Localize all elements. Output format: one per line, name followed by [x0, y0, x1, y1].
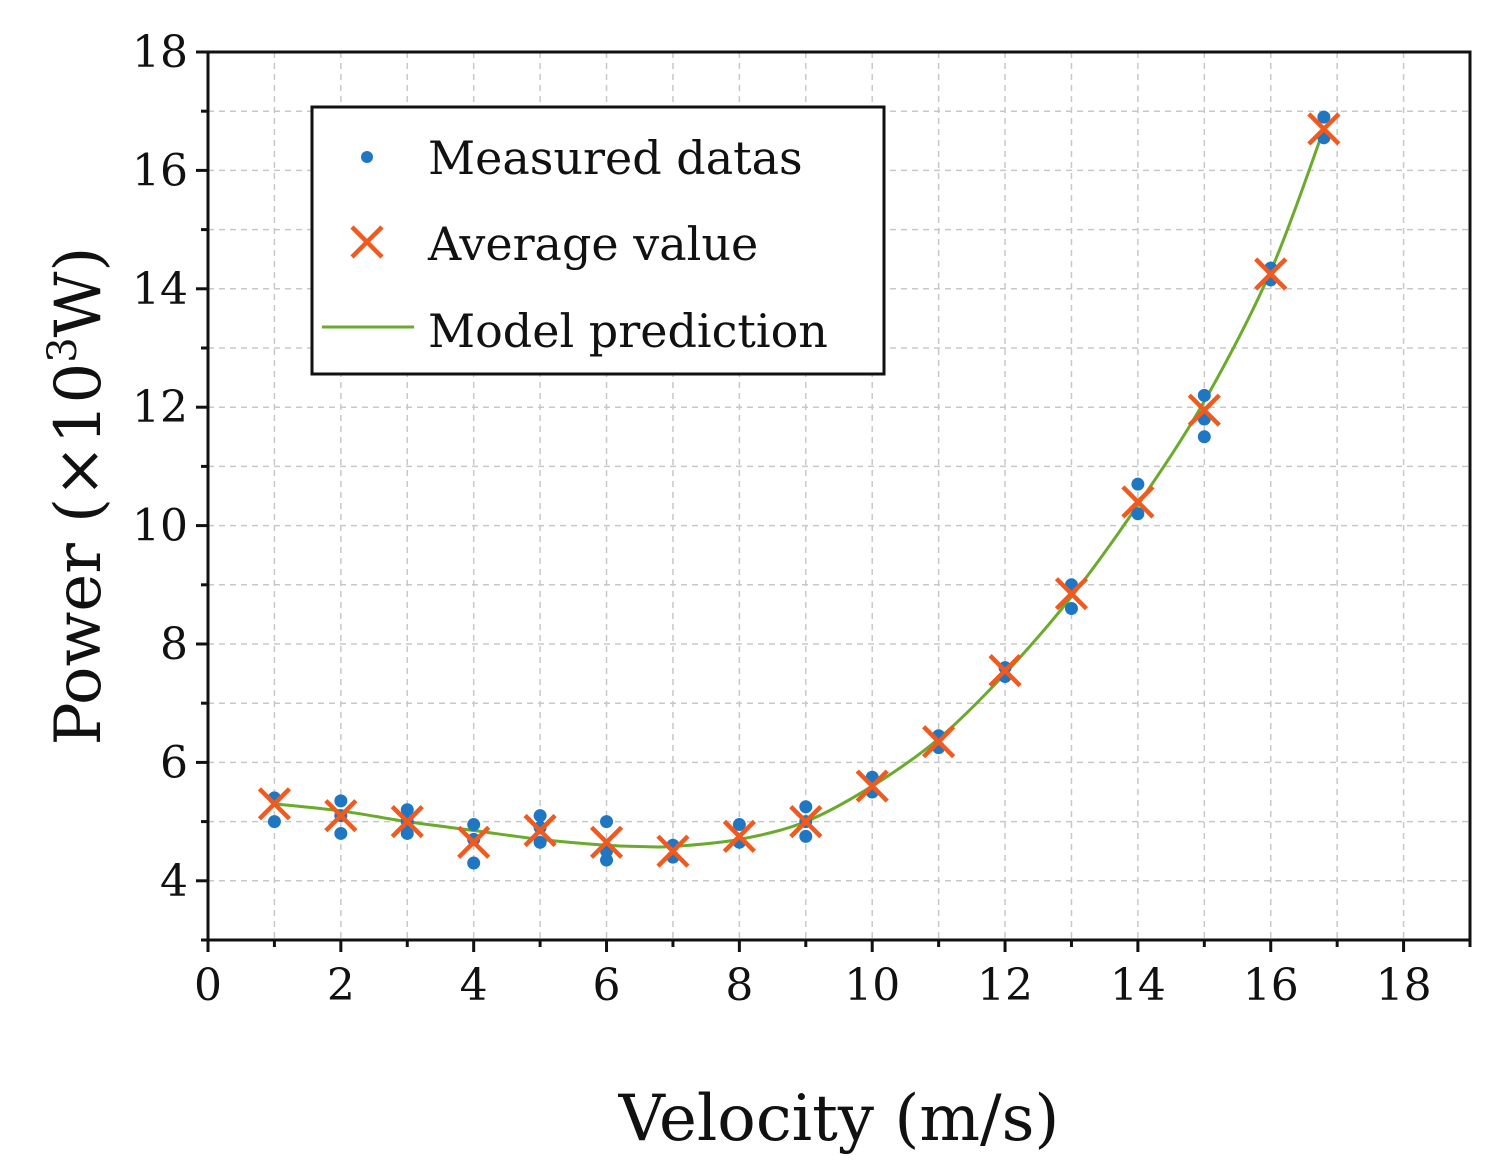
- y-axis-title: Power (×103W): [40, 247, 116, 746]
- average-marker: [1121, 485, 1155, 519]
- average-marker-stroke: [257, 787, 292, 821]
- legend-item-average: Average value: [350, 217, 758, 271]
- legend-average-marker: [350, 225, 384, 259]
- average-marker: [457, 825, 491, 859]
- x-tick-label: 16: [1243, 960, 1299, 1011]
- average-marker: [1187, 393, 1221, 427]
- average-marker-stroke: [789, 805, 823, 839]
- measured-point: [334, 794, 348, 808]
- x-tick-label: 4: [460, 960, 488, 1011]
- average-marker-stroke: [922, 725, 956, 759]
- y-tick-label: 12: [132, 382, 188, 433]
- x-tick-label: 18: [1376, 960, 1432, 1011]
- average-marker: [789, 805, 823, 839]
- average-marker: [1254, 257, 1288, 291]
- average-marker: [722, 819, 756, 853]
- legend-item-model: Model prediction: [322, 304, 828, 358]
- x-tick-label: 8: [725, 960, 753, 1011]
- average-marker-stroke: [1254, 257, 1288, 291]
- legend-model-label: Model prediction: [428, 304, 828, 358]
- average-marker-stroke: [457, 825, 491, 859]
- legend: Measured datas Average value Model predi…: [310, 105, 886, 376]
- measured-point: [600, 815, 614, 829]
- measured-point: [1064, 601, 1078, 615]
- y-tick-label: 18: [132, 27, 188, 78]
- x-tick-label: 6: [593, 960, 621, 1011]
- measured-point: [1317, 110, 1331, 124]
- average-marker: [1054, 577, 1089, 611]
- y-tick-label: 14: [132, 264, 188, 315]
- legend-box: [310, 105, 886, 376]
- legend-average-label: Average value: [427, 217, 758, 271]
- average-marker: [589, 825, 624, 859]
- average-marker-stroke: [589, 825, 624, 859]
- y-tick-label: 4: [160, 856, 188, 907]
- y-tick-label: 8: [160, 619, 188, 670]
- average-marker-stroke: [390, 805, 424, 839]
- average-marker-stroke: [722, 819, 756, 853]
- y-axis-title-unit: W): [42, 247, 116, 338]
- average-marker-stroke: [1121, 485, 1155, 519]
- y-tick-labels: 4 6 8 10 12 14 16 18: [132, 27, 188, 907]
- average-marker-stroke: [988, 654, 1022, 688]
- average-marker: [324, 799, 358, 833]
- y-tick-label: 6: [160, 737, 188, 788]
- measured-point: [467, 818, 481, 832]
- legend-average-stroke: [350, 225, 384, 259]
- x-tick-label: 12: [977, 960, 1033, 1011]
- measured-point: [533, 809, 547, 823]
- legend-item-measured: Measured datas: [361, 131, 803, 185]
- average-marker: [922, 725, 956, 759]
- average-marker: [390, 805, 424, 839]
- legend-measured-label: Measured datas: [428, 131, 803, 185]
- average-marker-stroke: [1054, 577, 1089, 611]
- average-marker: [855, 769, 889, 803]
- x-tick-label: 2: [327, 960, 355, 1011]
- plot-frame: [206, 50, 1472, 942]
- average-marker-stroke: [1307, 112, 1341, 146]
- average-marker: [988, 654, 1022, 688]
- x-tick-label: 10: [844, 960, 900, 1011]
- axis-ticks: [196, 50, 1472, 952]
- x-tick-label: 0: [194, 960, 222, 1011]
- measured-point: [1197, 388, 1211, 402]
- measured-point: [600, 853, 614, 867]
- measured-point: [400, 803, 414, 817]
- y-tick-label: 16: [132, 145, 188, 196]
- measured-point: [467, 856, 481, 870]
- average-marker-stroke: [324, 799, 358, 833]
- measured-point: [732, 818, 746, 832]
- legend-measured-marker: [361, 151, 373, 163]
- x-tick-label: 14: [1110, 960, 1166, 1011]
- average-marker-stroke: [523, 813, 557, 848]
- x-tick-labels: 0 2 4 6 8 10 12 14 16 18: [194, 960, 1432, 1011]
- y-axis-title-main: Power (×10: [42, 363, 116, 746]
- measured-point: [533, 835, 547, 849]
- average-marker: [1307, 112, 1341, 146]
- measured-point: [799, 800, 813, 814]
- average-marker-stroke: [656, 834, 690, 868]
- average-marker: [257, 787, 292, 821]
- average-marker: [656, 834, 690, 868]
- measured-point: [1197, 430, 1211, 444]
- measured-point: [334, 826, 348, 840]
- average-marker: [523, 813, 557, 848]
- x-axis-title: Velocity (m/s): [618, 1082, 1060, 1156]
- y-tick-label: 10: [132, 501, 188, 552]
- average-marker-stroke: [855, 769, 889, 803]
- measured-point: [799, 829, 813, 843]
- average-value-series: [257, 112, 1341, 868]
- y-axis-title-superscript: 3: [40, 337, 86, 362]
- measured-point: [400, 826, 414, 840]
- measured-point: [1131, 507, 1145, 521]
- average-marker-stroke: [1187, 393, 1221, 427]
- measured-point: [1131, 477, 1145, 491]
- measured-point: [267, 815, 281, 829]
